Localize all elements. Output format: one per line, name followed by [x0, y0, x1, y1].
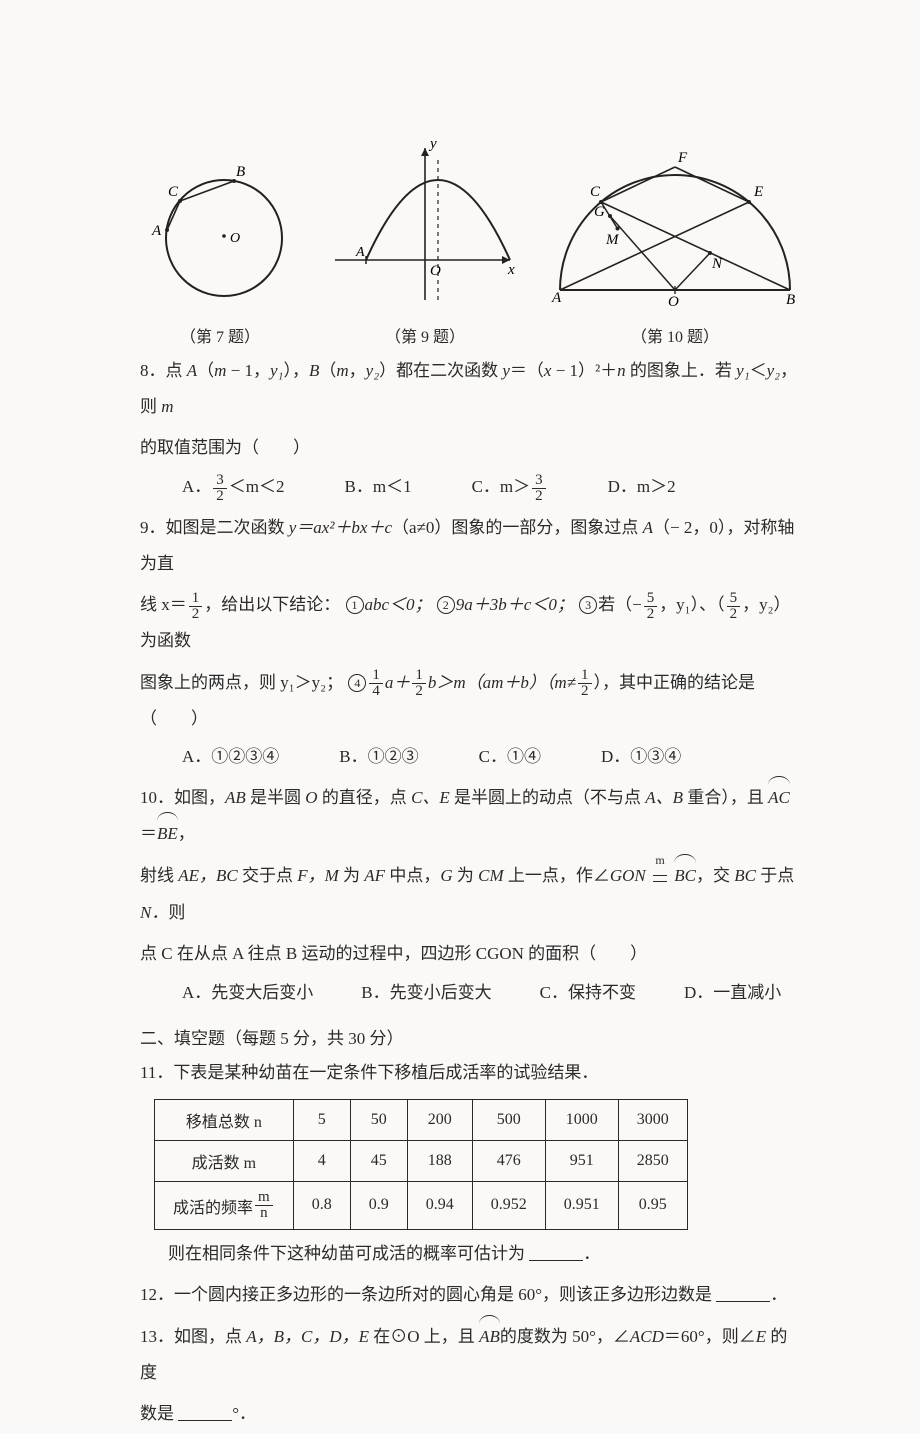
q9-optD: D．①③④	[601, 740, 681, 774]
section-2-title: 二、填空题（每题 5 分，共 30 分）	[140, 1024, 800, 1049]
q9-optA: A．①②③④	[182, 740, 279, 774]
table-row: 移植总数 n55020050010003000	[155, 1099, 688, 1140]
svg-text:C: C	[590, 184, 601, 200]
q13-blank[interactable]	[178, 1405, 232, 1421]
q10-options: A．先变大后变小 B．先变小后变大 C．保持不变 D．一直减小	[182, 976, 800, 1010]
svg-text:A: A	[551, 290, 562, 306]
table-row: 成活数 m4451884769512850	[155, 1140, 688, 1181]
q10-line2: 射线 AE，BC 交于点 F，M 为 AF 中点，G 为 CM 上一点，作∠GO…	[140, 858, 800, 931]
q10-optB: B．先变小后变大	[361, 976, 491, 1010]
figure-10-caption: （第 10 题）	[550, 323, 800, 347]
q11-after: 则在相同条件下这种幼苗可成活的概率可估计为 ．	[168, 1236, 800, 1272]
q9-line2: 线 x＝12，给出以下结论： 1abc＜0； 29a＋3b＋c＜0； 3若（−5…	[140, 587, 800, 658]
svg-text:N: N	[711, 256, 723, 272]
q8-optC: C．m＞32	[472, 470, 548, 504]
table-row: 成活的频率mn 0.80.90.940.9520.9510.95	[155, 1181, 688, 1229]
q9-optB: B．①②③	[339, 740, 418, 774]
exam-page: O A C B （第 7 题） y x O	[0, 0, 920, 1434]
figure-7-caption: （第 7 题）	[140, 323, 300, 347]
svg-text:E: E	[753, 184, 763, 200]
svg-text:O: O	[668, 294, 679, 310]
q12-blank[interactable]	[716, 1286, 770, 1302]
svg-text:O: O	[230, 231, 240, 246]
svg-text:O: O	[430, 263, 441, 279]
svg-text:F: F	[677, 150, 688, 166]
figure-7-svg: O A C B	[140, 150, 300, 310]
svg-text:y: y	[428, 140, 437, 152]
figures-row: O A C B （第 7 题） y x O	[140, 140, 800, 347]
q12: 12．一个圆内接正多边形的一条边所对的圆心角是 60°，则该正多边形边数是 ．	[140, 1277, 800, 1313]
q10-optD: D．一直减小	[684, 976, 781, 1010]
q10-optC: C．保持不变	[540, 976, 636, 1010]
figure-7: O A C B （第 7 题）	[140, 150, 300, 347]
q9-line1: 9．如图是二次函数 y＝ax²＋bx＋c（a≠0）图象的一部分，图象过点 A（−…	[140, 510, 800, 581]
svg-text:x: x	[507, 262, 515, 278]
q10-optA: A．先变大后变小	[182, 976, 313, 1010]
q13-line2: 数是 °．	[140, 1396, 800, 1432]
q11-stem: 11．下表是某种幼苗在一定条件下移植后成活率的试验结果．	[140, 1055, 800, 1091]
q9-optC: C．①④	[479, 740, 541, 774]
svg-text:A: A	[151, 223, 162, 239]
q8-options: A．32＜m＜2 B．m＜1 C．m＞32 D．m＞2	[182, 470, 800, 504]
figure-9-caption: （第 9 题）	[330, 323, 520, 347]
svg-text:B: B	[786, 292, 795, 308]
figure-9-svg: y x O A	[330, 140, 520, 310]
figure-9: y x O A （第 9 题）	[330, 140, 520, 347]
svg-text:C: C	[168, 184, 179, 200]
q9-line3: 图象上的两点，则 y₁＞y₂； 414a＋12b＞m（am＋b）（m≠12），其…	[140, 665, 800, 736]
svg-text:M: M	[605, 232, 620, 248]
svg-text:B: B	[236, 164, 245, 180]
q8-optA: A．32＜m＜2	[182, 470, 285, 504]
q8-optD: D．m＞2	[608, 470, 676, 504]
q9-options: A．①②③④ B．①②③ C．①④ D．①③④	[182, 740, 800, 774]
figure-10-svg: A B O C E F	[550, 140, 800, 310]
figure-10: A B O C E F	[550, 140, 800, 347]
q8-stem: 8．点 A（m − 1，y₁），B（m，y₂）都在二次函数 y＝（x − 1）²…	[140, 353, 800, 424]
q11-table: 移植总数 n55020050010003000 成活数 m44518847695…	[154, 1099, 688, 1230]
q8-optB: B．m＜1	[345, 470, 412, 504]
svg-text:A: A	[355, 245, 365, 260]
q10-line1: 10．如图，AB 是半圆 O 的直径，点 C、E 是半圆上的动点（不与点 A、B…	[140, 780, 800, 851]
q11-blank[interactable]	[529, 1244, 583, 1260]
q13-line1: 13．如图，点 A，B，C，D，E 在⊙O 上，且 AB的度数为 50°，∠AC…	[140, 1319, 800, 1390]
q8-stem-line2: 的取值范围为（ ）	[140, 430, 800, 466]
q10-line3: 点 C 在从点 A 往点 B 运动的过程中，四边形 CGON 的面积（ ）	[140, 936, 800, 972]
